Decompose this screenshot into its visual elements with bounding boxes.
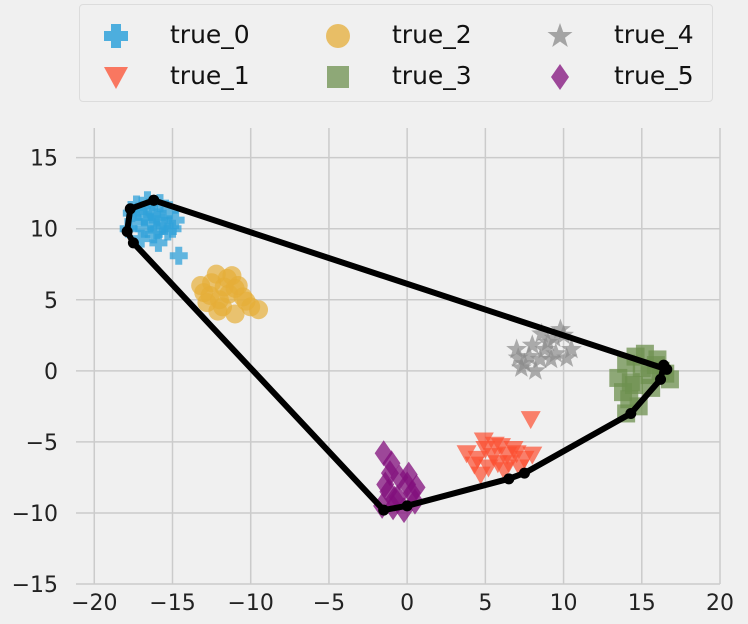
x-tick-label: −20: [71, 591, 117, 616]
circle-marker: [208, 301, 228, 321]
star-icon: [547, 23, 573, 47]
data-points: [119, 191, 679, 524]
x-tick-label: 0: [400, 591, 414, 616]
plus-marker: [149, 233, 168, 252]
star-marker: [506, 338, 528, 359]
y-tick-label: −10: [12, 502, 58, 527]
star-marker: [507, 347, 529, 367]
y-tick-label: 0: [44, 360, 58, 385]
triangle-marker: [487, 455, 508, 474]
legend-item-true-0: true_0: [80, 17, 290, 53]
y-tick-label: −5: [26, 431, 58, 456]
legend-label: true_4: [614, 20, 694, 49]
hull-vertex: [124, 203, 136, 215]
diamond-marker: [376, 471, 395, 498]
hull-vertex: [378, 504, 390, 516]
hull-vertex: [625, 407, 637, 419]
star-marker: [537, 331, 559, 352]
circle-icon: [326, 24, 350, 48]
hull-vertex: [658, 359, 670, 371]
triangle-marker: [520, 411, 541, 430]
legend: true_0 true_1 true_2 true_3 true_4 true_…: [79, 4, 713, 102]
triangle-marker: [497, 446, 518, 465]
triangle-marker: [522, 446, 543, 465]
hull-line: [121, 194, 673, 516]
hull-vertex: [503, 473, 515, 485]
star-marker: [556, 347, 578, 367]
star-marker: [525, 359, 546, 380]
x-tick-label: 20: [706, 591, 734, 616]
plus-marker: [163, 219, 182, 238]
circle-marker: [222, 266, 242, 286]
hull-vertex: [401, 500, 413, 512]
x-tick-label: 5: [478, 591, 492, 616]
hull-vertex: [655, 373, 667, 385]
plus-marker: [135, 219, 154, 238]
star-marker: [560, 338, 582, 359]
legend-label: true_5: [614, 61, 694, 90]
plus-icon: [104, 24, 128, 48]
hull-vertex: [148, 194, 160, 206]
legend-item-true-4: true_4: [524, 17, 714, 53]
legend-label: true_3: [392, 61, 472, 90]
plus-marker: [154, 209, 173, 228]
star-marker: [543, 327, 565, 347]
x-tick-label: 10: [550, 591, 578, 616]
legend-label: true_2: [392, 20, 472, 49]
star-marker: [545, 342, 567, 363]
circle-marker: [236, 291, 256, 311]
star-marker: [529, 348, 551, 369]
plus-marker: [147, 221, 166, 240]
plus-marker: [169, 246, 188, 265]
y-tick-label: 5: [44, 289, 58, 314]
square-icon: [327, 66, 349, 88]
hull-vertex: [127, 237, 139, 249]
diamond-icon: [551, 64, 569, 90]
x-axis-ticks: −20 −15 −10 −5 0 5 10 15 20: [71, 591, 734, 616]
x-tick-label: −10: [227, 591, 273, 616]
plus-marker: [143, 205, 162, 224]
x-tick-label: 15: [628, 591, 656, 616]
circle-marker: [225, 304, 245, 324]
triangle-marker: [464, 456, 485, 475]
triangle-marker: [509, 459, 530, 478]
legend-item-true-1: true_1: [80, 58, 290, 94]
triangle-marker: [484, 436, 505, 455]
y-axis-ticks: −15 −10 −5 0 5 10 15: [12, 147, 58, 598]
diamond-marker: [407, 474, 426, 501]
square-marker: [621, 373, 640, 392]
legend-label: true_0: [170, 20, 250, 49]
legend-item-true-3: true_3: [302, 58, 512, 94]
star-marker: [534, 338, 556, 359]
plus-marker: [132, 229, 151, 248]
y-tick-label: 10: [30, 218, 58, 243]
circle-marker: [200, 285, 220, 305]
star-marker: [540, 348, 562, 369]
x-tick-label: −5: [313, 591, 345, 616]
square-marker: [660, 370, 679, 389]
y-tick-label: 15: [30, 147, 58, 172]
y-tick-label: −15: [12, 573, 58, 598]
legend-label: true_1: [170, 61, 250, 90]
legend-item-true-5: true_5: [524, 58, 714, 94]
star-marker: [550, 318, 571, 339]
plus-marker: [160, 201, 179, 220]
star-marker: [531, 322, 553, 343]
triangle-marker: [456, 445, 477, 464]
star-marker: [518, 345, 540, 366]
triangle-marker: [470, 466, 491, 485]
hull-vertex: [121, 226, 133, 238]
legend-item-true-2: true_2: [302, 17, 512, 53]
x-tick-label: −15: [149, 591, 195, 616]
triangle-down-icon: [104, 67, 128, 89]
star-marker: [521, 334, 543, 355]
hull-vertex: [518, 467, 530, 479]
star-marker: [510, 357, 532, 377]
